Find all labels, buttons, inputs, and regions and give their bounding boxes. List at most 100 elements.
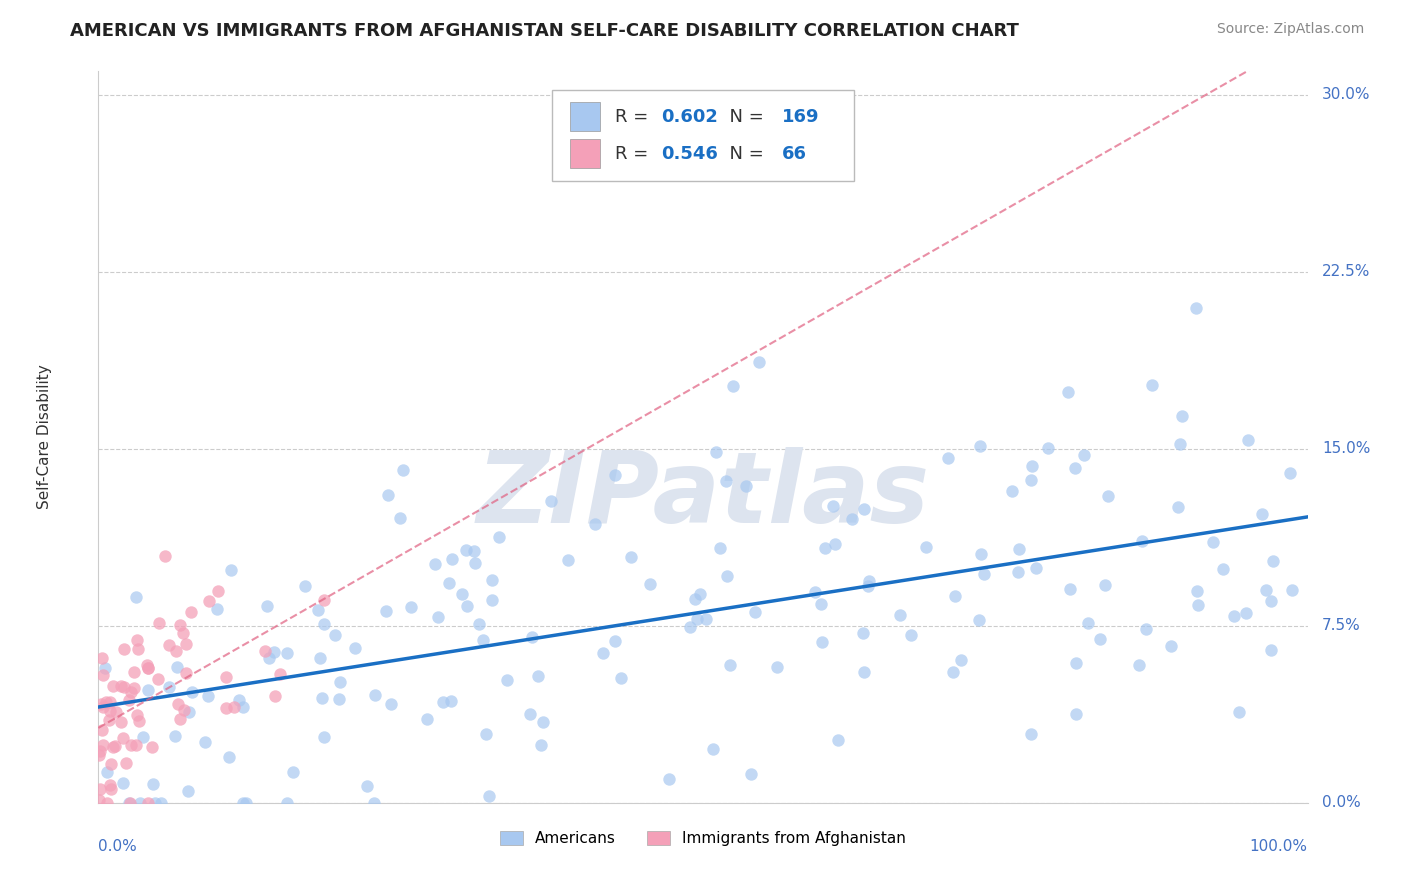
Point <box>180 684 202 698</box>
Point <box>176 637 198 651</box>
Point <box>475 727 498 741</box>
Point <box>481 593 503 607</box>
Point <box>949 653 972 667</box>
Point <box>1223 608 1246 623</box>
Point <box>1064 707 1087 722</box>
Text: Self-Care Disability: Self-Care Disability <box>37 365 52 509</box>
Point <box>1160 640 1182 654</box>
Point <box>177 784 200 798</box>
Point <box>1185 583 1208 598</box>
Point <box>456 599 478 613</box>
Point <box>136 661 159 675</box>
Point <box>328 692 350 706</box>
Point <box>527 669 550 683</box>
Point <box>658 772 681 787</box>
Point <box>94 661 117 675</box>
Point <box>120 685 142 699</box>
Point <box>748 355 770 369</box>
Point <box>1140 378 1163 392</box>
Point <box>1059 582 1081 597</box>
Point <box>803 585 825 599</box>
Point <box>263 645 285 659</box>
Point <box>1007 565 1029 579</box>
Point <box>215 670 238 684</box>
Point <box>87 793 110 807</box>
Point <box>1234 606 1257 620</box>
Point <box>104 705 127 719</box>
Point <box>467 617 489 632</box>
Point <box>377 488 399 502</box>
Point <box>464 556 486 570</box>
Point <box>1135 622 1157 636</box>
Point <box>1025 561 1047 575</box>
Point <box>165 643 187 657</box>
Point <box>166 660 188 674</box>
Point <box>481 574 503 588</box>
Point <box>704 445 727 459</box>
Point <box>721 379 744 393</box>
Point <box>938 450 960 465</box>
Point <box>852 625 875 640</box>
Point <box>943 589 966 603</box>
Point <box>1063 461 1085 475</box>
Point <box>1008 541 1031 556</box>
Point <box>141 739 163 754</box>
Point <box>495 673 517 688</box>
Point <box>1251 507 1274 521</box>
Point <box>235 796 257 810</box>
Point <box>463 544 485 558</box>
Point <box>557 552 579 566</box>
Point <box>194 735 217 749</box>
Point <box>392 463 415 477</box>
Point <box>620 549 643 564</box>
Point <box>222 700 245 714</box>
Point <box>136 661 159 675</box>
Text: AMERICAN VS IMMIGRANTS FROM AFGHANISTAN SELF-CARE DISABILITY CORRELATION CHART: AMERICAN VS IMMIGRANTS FROM AFGHANISTAN … <box>70 22 1019 40</box>
Text: 15.0%: 15.0% <box>1322 442 1371 457</box>
Point <box>853 665 876 679</box>
Point <box>124 681 146 695</box>
Point <box>1187 598 1209 612</box>
Point <box>98 713 121 727</box>
Point <box>104 739 127 753</box>
Point <box>311 691 333 706</box>
Point <box>967 613 990 627</box>
Point <box>374 604 396 618</box>
Legend: Americans, Immigrants from Afghanistan: Americans, Immigrants from Afghanistan <box>501 831 905 847</box>
Point <box>309 651 332 665</box>
FancyBboxPatch shape <box>551 90 855 181</box>
Text: 7.5%: 7.5% <box>1322 618 1361 633</box>
Point <box>91 699 114 714</box>
Point <box>269 667 291 681</box>
Point <box>900 628 922 642</box>
Point <box>215 701 238 715</box>
Point <box>143 796 166 810</box>
Point <box>609 671 631 685</box>
Point <box>96 765 118 780</box>
Text: Source: ZipAtlas.com: Source: ZipAtlas.com <box>1216 22 1364 37</box>
Point <box>89 781 111 796</box>
Point <box>488 530 510 544</box>
Point <box>146 672 169 686</box>
Point <box>363 796 385 810</box>
Point <box>115 756 138 770</box>
Point <box>427 610 450 624</box>
Text: R =: R = <box>614 108 654 126</box>
Point <box>1076 616 1098 631</box>
Bar <box>569 103 600 131</box>
Point <box>312 617 335 632</box>
Point <box>257 651 280 665</box>
Point <box>91 723 114 737</box>
Point <box>605 634 627 648</box>
Point <box>695 612 717 626</box>
Point <box>125 632 148 647</box>
Point <box>603 468 626 483</box>
Text: 0.602: 0.602 <box>661 108 717 126</box>
Point <box>1237 433 1260 447</box>
Point <box>766 660 789 674</box>
Point <box>1021 458 1043 473</box>
Point <box>853 502 876 516</box>
Point <box>592 646 614 660</box>
Point <box>232 700 254 714</box>
Point <box>1097 489 1119 503</box>
